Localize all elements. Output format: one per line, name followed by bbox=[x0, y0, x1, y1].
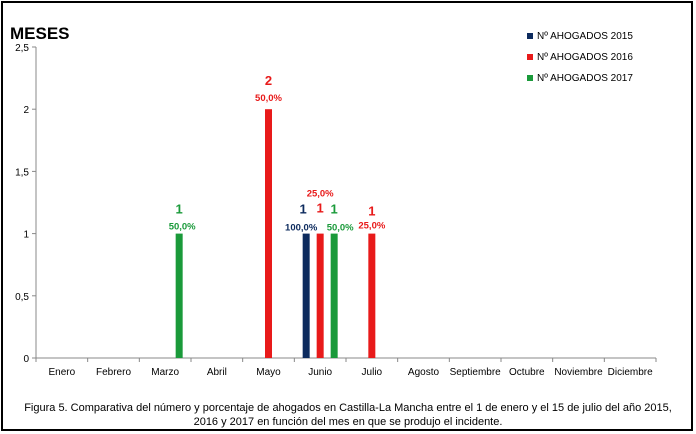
x-tick-label: Julio bbox=[362, 367, 383, 378]
bar-percent-label: 100,0% bbox=[285, 223, 318, 234]
bar-count-label: 1 bbox=[368, 204, 375, 219]
caption-line-1: Figura 5. Comparativa del número y porce… bbox=[24, 402, 672, 414]
bar-count-label: 1 bbox=[176, 202, 183, 217]
x-tick-label: Septiembre bbox=[450, 367, 502, 378]
y-axis-ticks: 0 0,5 1 1,5 2 2,5 bbox=[15, 43, 36, 365]
bar-count-label: 1 bbox=[317, 201, 324, 216]
legend-swatch bbox=[527, 75, 533, 81]
figure-caption: Figura 5. Comparativa del número y porce… bbox=[10, 401, 686, 429]
bar bbox=[368, 233, 376, 358]
y-tick-label: 1,5 bbox=[15, 167, 29, 178]
bar-count-label: 1 bbox=[331, 202, 338, 217]
x-tick-label: Noviembre bbox=[554, 367, 603, 378]
bar-percent-label: 50,0% bbox=[255, 93, 282, 104]
caption-line-2: 2016 y 2017 en función del mes en que se… bbox=[193, 416, 503, 428]
bar bbox=[175, 233, 183, 358]
legend-label: Nº AHOGADOS 2016 bbox=[537, 52, 633, 63]
bar-count-label: 1 bbox=[300, 202, 307, 217]
x-tick-label: Mayo bbox=[256, 367, 281, 378]
x-tick-label: Diciembre bbox=[608, 367, 653, 378]
legend-label: Nº AHOGADOS 2017 bbox=[537, 73, 633, 84]
y-tick-label: 2 bbox=[23, 105, 29, 116]
x-tick-label: Agosto bbox=[408, 367, 440, 378]
y-tick-label: 2,5 bbox=[15, 43, 29, 54]
legend-swatch bbox=[527, 54, 533, 60]
x-axis-ticks: Enero Febrero Marzo Abril Mayo Junio Julio Agos… bbox=[35, 358, 657, 378]
legend: Nº AHOGADOS 2015 Nº AHOGADOS 2016 Nº AHOGA… bbox=[527, 31, 633, 84]
chart-title: MESES bbox=[10, 24, 70, 43]
bar-percent-label: 50,0% bbox=[169, 222, 196, 233]
bar-count-label: 2 bbox=[265, 73, 272, 88]
bar bbox=[330, 233, 338, 358]
y-tick-label: 1 bbox=[23, 230, 29, 241]
x-tick-label: Febrero bbox=[96, 367, 131, 378]
x-tick-label: Enero bbox=[48, 367, 75, 378]
legend-label: Nº AHOGADOS 2015 bbox=[537, 31, 633, 42]
x-tick-label: Octubre bbox=[509, 367, 545, 378]
bar bbox=[316, 233, 324, 358]
bar-percent-label: 50,0% bbox=[327, 223, 354, 234]
x-tick-label: Marzo bbox=[151, 367, 179, 378]
y-tick-label: 0 bbox=[23, 354, 29, 365]
x-tick-label: Abril bbox=[207, 367, 227, 378]
bar-percent-label: 25,0% bbox=[307, 189, 334, 200]
legend-swatch bbox=[527, 33, 533, 39]
bar-percent-label: 25,0% bbox=[358, 221, 385, 232]
bar bbox=[265, 109, 272, 358]
bars bbox=[175, 109, 376, 358]
bar bbox=[302, 233, 310, 358]
y-tick-label: 0,5 bbox=[15, 292, 29, 303]
x-tick-label: Junio bbox=[308, 367, 332, 378]
